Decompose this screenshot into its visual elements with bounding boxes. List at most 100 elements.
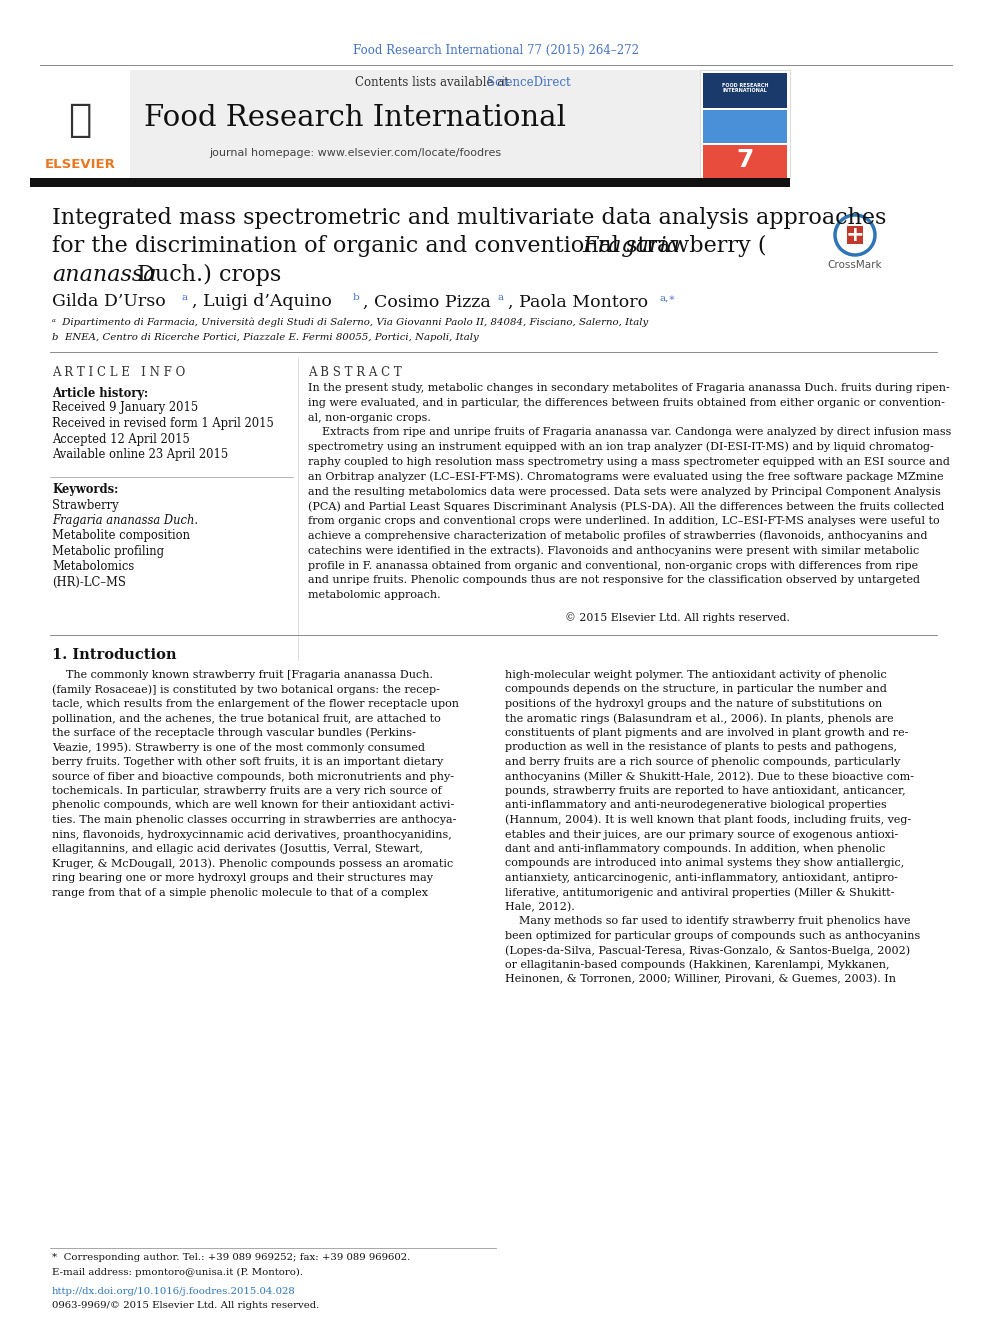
Text: a: a: [182, 294, 188, 303]
FancyBboxPatch shape: [30, 70, 700, 179]
Text: or ellagitanin-based compounds (Hakkinen, Karenlampi, Mykkanen,: or ellagitanin-based compounds (Hakkinen…: [505, 959, 890, 970]
Bar: [703, 73, 787, 108]
Text: ELSEVIER: ELSEVIER: [45, 159, 115, 172]
Text: *  Corresponding author. Tel.: +39 089 969252; fax: +39 089 969602.: * Corresponding author. Tel.: +39 089 96…: [52, 1253, 411, 1262]
Text: Metabolic profiling: Metabolic profiling: [52, 545, 164, 558]
Text: nins, flavonoids, hydroxycinnamic acid derivatives, proanthocyanidins,: nins, flavonoids, hydroxycinnamic acid d…: [52, 830, 451, 840]
Text: Received in revised form 1 April 2015: Received in revised form 1 April 2015: [52, 417, 274, 430]
Text: a,∗: a,∗: [659, 294, 676, 303]
Text: liferative, antitumorigenic and antiviral properties (Miller & Shukitt-: liferative, antitumorigenic and antivira…: [505, 888, 895, 898]
Text: , Luigi d’Aquino: , Luigi d’Aquino: [192, 294, 332, 311]
Text: b: b: [353, 294, 360, 303]
Text: compounds depends on the structure, in particular the number and: compounds depends on the structure, in p…: [505, 684, 887, 695]
Text: (PCA) and Partial Least Squares Discriminant Analysis (PLS-DA). All the differen: (PCA) and Partial Least Squares Discrimi…: [308, 501, 944, 512]
FancyBboxPatch shape: [30, 70, 130, 179]
Text: compounds are introduced into animal systems they show antiallergic,: compounds are introduced into animal sys…: [505, 859, 905, 868]
Text: catechins were identified in the extracts). Flavonoids and anthocyanins were pre: catechins were identified in the extract…: [308, 545, 920, 556]
Text: ing were evaluated, and in particular, the differences between fruits obtained f: ing were evaluated, and in particular, t…: [308, 398, 944, 407]
Text: and unripe fruits. Phenolic compounds thus are not responsive for the classifica: and unripe fruits. Phenolic compounds th…: [308, 576, 920, 585]
Text: Article history:: Article history:: [52, 386, 148, 400]
Text: Contents lists available at: Contents lists available at: [355, 77, 513, 90]
Text: Duch.) crops: Duch.) crops: [130, 265, 282, 286]
Text: been optimized for particular groups of compounds such as anthocyanins: been optimized for particular groups of …: [505, 931, 921, 941]
Text: constituents of plant pigments and are involved in plant growth and re-: constituents of plant pigments and are i…: [505, 728, 909, 738]
Text: journal homepage: www.elsevier.com/locate/foodres: journal homepage: www.elsevier.com/locat…: [209, 148, 501, 157]
Text: (Hannum, 2004). It is well known that plant foods, including fruits, veg-: (Hannum, 2004). It is well known that pl…: [505, 815, 911, 826]
Text: Available online 23 April 2015: Available online 23 April 2015: [52, 448, 228, 460]
Text: Fragaria: Fragaria: [582, 235, 680, 257]
Text: Gilda D’Urso: Gilda D’Urso: [52, 294, 166, 311]
Text: and berry fruits are a rich source of phenolic compounds, particularly: and berry fruits are a rich source of ph…: [505, 757, 901, 767]
Text: an Orbitrap analyzer (LC–ESI-FT-MS). Chromatograms were evaluated using the free: an Orbitrap analyzer (LC–ESI-FT-MS). Chr…: [308, 471, 943, 482]
Text: Many methods so far used to identify strawberry fruit phenolics have: Many methods so far used to identify str…: [505, 917, 911, 926]
Text: CrossMark: CrossMark: [827, 261, 882, 270]
Text: ties. The main phenolic classes occurring in strawberries are anthocya-: ties. The main phenolic classes occurrin…: [52, 815, 456, 826]
Text: A R T I C L E   I N F O: A R T I C L E I N F O: [52, 365, 186, 378]
Text: Extracts from ripe and unripe fruits of Fragaria ananassa var. Candonga were ana: Extracts from ripe and unripe fruits of …: [308, 427, 951, 438]
FancyBboxPatch shape: [700, 70, 790, 179]
Text: from organic crops and conventional crops were underlined. In addition, LC–ESI-F: from organic crops and conventional crop…: [308, 516, 939, 527]
Text: (family Rosaceae)] is constituted by two botanical organs: the recep-: (family Rosaceae)] is constituted by two…: [52, 684, 439, 695]
Bar: [703, 110, 787, 143]
Text: Food Research International 77 (2015) 264–272: Food Research International 77 (2015) 26…: [353, 44, 639, 57]
Text: Accepted 12 April 2015: Accepted 12 April 2015: [52, 433, 189, 446]
Text: etables and their juices, are our primary source of exogenous antioxi-: etables and their juices, are our primar…: [505, 830, 898, 840]
Text: a: a: [498, 294, 504, 303]
Text: Strawberry: Strawberry: [52, 499, 119, 512]
Text: 0963-9969/© 2015 Elsevier Ltd. All rights reserved.: 0963-9969/© 2015 Elsevier Ltd. All right…: [52, 1301, 319, 1310]
Text: 7: 7: [736, 148, 754, 172]
Text: Fragaria ananassa Duch.: Fragaria ananassa Duch.: [52, 515, 198, 527]
Text: and the resulting metabolomics data were processed. Data sets were analyzed by P: and the resulting metabolomics data were…: [308, 487, 940, 496]
Text: phenolic compounds, which are well known for their antioxidant activi-: phenolic compounds, which are well known…: [52, 800, 454, 811]
Text: profile in F. ananassa obtained from organic and conventional, non-organic crops: profile in F. ananassa obtained from org…: [308, 561, 919, 570]
Text: ananassa: ananassa: [52, 265, 157, 286]
Text: Food Research International: Food Research International: [144, 105, 566, 132]
Text: Metabolite composition: Metabolite composition: [52, 529, 190, 542]
Text: A B S T R A C T: A B S T R A C T: [308, 365, 402, 378]
Text: , Cosimo Pizza: , Cosimo Pizza: [363, 294, 491, 311]
Text: , Paola Montoro: , Paola Montoro: [508, 294, 648, 311]
Text: berry fruits. Together with other soft fruits, it is an important dietary: berry fruits. Together with other soft f…: [52, 757, 443, 767]
Text: Kruger, & McDougall, 2013). Phenolic compounds possess an aromatic: Kruger, & McDougall, 2013). Phenolic com…: [52, 859, 453, 869]
Text: Hale, 2012).: Hale, 2012).: [505, 902, 574, 912]
Text: FOOD RESEARCH
INTERNATIONAL: FOOD RESEARCH INTERNATIONAL: [722, 82, 768, 94]
Text: antianxiety, anticarcinogenic, anti-inflammatory, antioxidant, antipro-: antianxiety, anticarcinogenic, anti-infl…: [505, 873, 898, 882]
Text: +: +: [846, 225, 864, 245]
Text: for the discrimination of organic and conventional strawberry (: for the discrimination of organic and co…: [52, 235, 767, 257]
Text: ᵃ  Dipartimento di Farmacia, Università degli Studi di Salerno, Via Giovanni Pao: ᵃ Dipartimento di Farmacia, Università d…: [52, 318, 648, 327]
Text: The commonly known strawberry fruit [Fragaria ananassa Duch.: The commonly known strawberry fruit [Fra…: [52, 669, 433, 680]
Text: pounds, strawberry fruits are reported to have antioxidant, anticancer,: pounds, strawberry fruits are reported t…: [505, 786, 906, 796]
Text: © 2015 Elsevier Ltd. All rights reserved.: © 2015 Elsevier Ltd. All rights reserved…: [565, 613, 790, 623]
Text: ring bearing one or more hydroxyl groups and their structures may: ring bearing one or more hydroxyl groups…: [52, 873, 433, 882]
Text: production as well in the resistance of plants to pests and pathogens,: production as well in the resistance of …: [505, 742, 897, 753]
Text: spectrometry using an instrument equipped with an ion trap analyzer (DI-ESI-IT-M: spectrometry using an instrument equippe…: [308, 442, 933, 452]
Bar: [30, 179, 790, 187]
Text: pollination, and the achenes, the true botanical fruit, are attached to: pollination, and the achenes, the true b…: [52, 713, 440, 724]
Text: Metabolomics: Metabolomics: [52, 561, 134, 573]
Text: (HR)-LC–MS: (HR)-LC–MS: [52, 576, 126, 589]
Text: 1. Introduction: 1. Introduction: [52, 648, 177, 662]
Text: dant and anti-inflammatory compounds. In addition, when phenolic: dant and anti-inflammatory compounds. In…: [505, 844, 886, 855]
Bar: [847, 226, 863, 243]
Text: the surface of the receptacle through vascular bundles (Perkins-: the surface of the receptacle through va…: [52, 728, 416, 738]
Text: the aromatic rings (Balasundram et al., 2006). In plants, phenols are: the aromatic rings (Balasundram et al., …: [505, 713, 894, 724]
Text: ScienceDirect: ScienceDirect: [487, 77, 570, 90]
Text: In the present study, metabolic changes in secondary metabolites of Fragaria ana: In the present study, metabolic changes …: [308, 382, 949, 393]
Text: anthocyanins (Miller & Shukitt-Hale, 2012). Due to these bioactive com-: anthocyanins (Miller & Shukitt-Hale, 201…: [505, 771, 914, 782]
Text: tochemicals. In particular, strawberry fruits are a very rich source of: tochemicals. In particular, strawberry f…: [52, 786, 441, 796]
Text: raphy coupled to high resolution mass spectrometry using a mass spectrometer equ: raphy coupled to high resolution mass sp…: [308, 456, 950, 467]
Text: Keywords:: Keywords:: [52, 483, 118, 496]
Text: http://dx.doi.org/10.1016/j.foodres.2015.04.028: http://dx.doi.org/10.1016/j.foodres.2015…: [52, 1286, 296, 1295]
Bar: [703, 146, 787, 179]
Text: anti-inflammatory and anti-neurodegenerative biological properties: anti-inflammatory and anti-neurodegenera…: [505, 800, 887, 811]
Text: metabolomic approach.: metabolomic approach.: [308, 590, 440, 601]
Text: b  ENEA, Centro di Ricerche Portici, Piazzale E. Fermi 80055, Portici, Napoli, I: b ENEA, Centro di Ricerche Portici, Piaz…: [52, 332, 479, 341]
Text: 🌲: 🌲: [68, 101, 91, 139]
Text: (Lopes-da-Silva, Pascual-Teresa, Rivas-Gonzalo, & Santos-Buelga, 2002): (Lopes-da-Silva, Pascual-Teresa, Rivas-G…: [505, 945, 910, 955]
Text: E-mail address: pmontoro@unisa.it (P. Montoro).: E-mail address: pmontoro@unisa.it (P. Mo…: [52, 1267, 304, 1277]
Text: Heinonen, & Torronen, 2000; Williner, Pirovani, & Guemes, 2003). In: Heinonen, & Torronen, 2000; Williner, Pi…: [505, 974, 896, 984]
Text: Integrated mass spectrometric and multivariate data analysis approaches: Integrated mass spectrometric and multiv…: [52, 206, 887, 229]
Text: achieve a comprehensive characterization of metabolic profiles of strawberries (: achieve a comprehensive characterization…: [308, 531, 928, 541]
Text: al, non-organic crops.: al, non-organic crops.: [308, 413, 431, 422]
Text: Veazie, 1995). Strawberry is one of the most commonly consumed: Veazie, 1995). Strawberry is one of the …: [52, 742, 425, 753]
